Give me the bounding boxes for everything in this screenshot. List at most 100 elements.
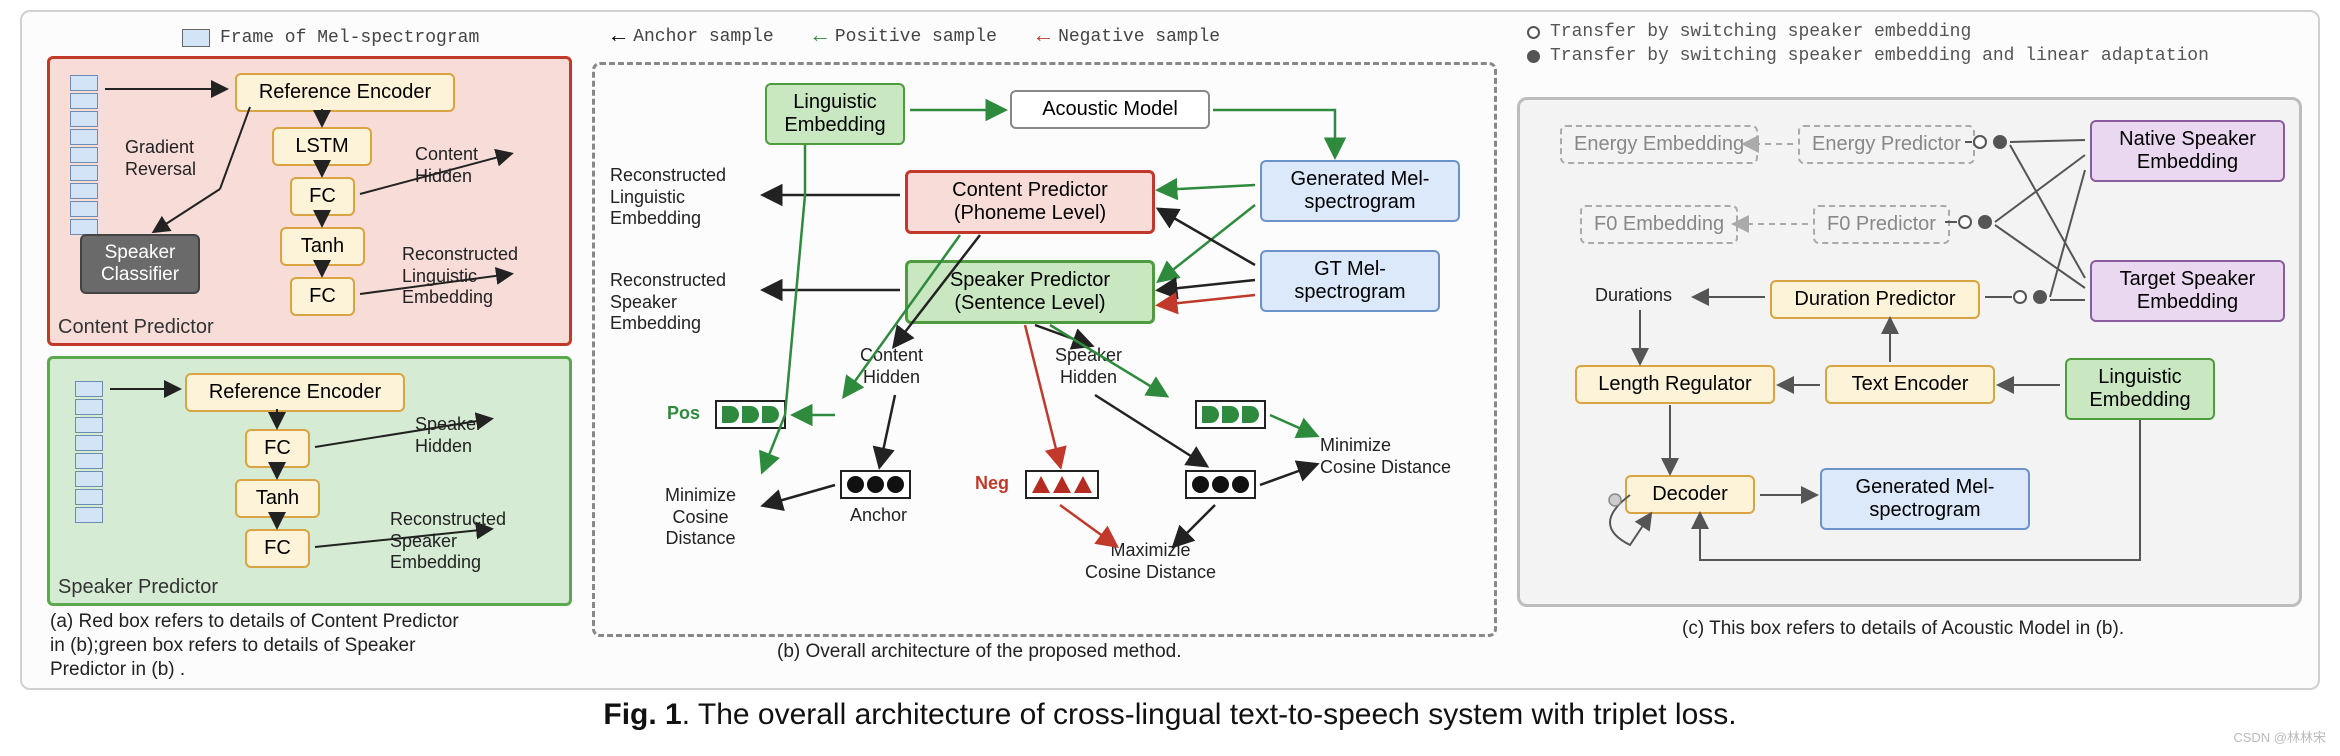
mel-cell xyxy=(75,489,103,505)
duration-predictor: Duration Predictor xyxy=(1770,280,1980,319)
mel-cell xyxy=(75,453,103,469)
arrow-black-icon: ← xyxy=(612,24,625,49)
legend-anchor-text: Anchor sample xyxy=(633,27,773,47)
min-cos-1: Minimize Cosine Distance xyxy=(665,485,736,550)
pos-label: Pos xyxy=(667,403,700,425)
pos-token xyxy=(762,406,779,423)
panel-c: Energy Embedding Energy Predictor F0 Emb… xyxy=(1517,97,2302,607)
pos-tokens-speaker xyxy=(1195,400,1266,429)
legend-negative-text: Negative sample xyxy=(1058,27,1220,47)
recon-speaker-label: Reconstructed Speaker Embedding xyxy=(390,509,506,574)
mel-cell xyxy=(70,201,98,217)
neg-label: Neg xyxy=(975,473,1009,495)
mel-cell xyxy=(75,435,103,451)
legend-transfer-1-text: Transfer by switching speaker embedding xyxy=(1550,22,1971,42)
min-cos-2: Minimize Cosine Distance xyxy=(1320,435,1451,478)
legend-anchor: ← Anchor sample xyxy=(612,24,774,49)
length-regulator: Length Regulator xyxy=(1575,365,1775,404)
linguistic-embedding-b: Linguistic Embedding xyxy=(765,83,905,145)
mel-cell xyxy=(70,129,98,145)
caption-c: (c) This box refers to details of Acoust… xyxy=(1682,617,2124,641)
reference-encoder-g: Reference Encoder xyxy=(185,373,405,412)
neg-tokens xyxy=(1025,470,1099,499)
legend-negative: ← Negative sample xyxy=(1037,24,1220,49)
fc-g-2: FC xyxy=(245,529,310,568)
content-predictor-box: Reference Encoder LSTM FC Tanh FC Speake… xyxy=(47,56,572,346)
mel-stack-green xyxy=(75,381,103,523)
durations-label: Durations xyxy=(1595,285,1672,307)
mel-stack-red xyxy=(70,75,98,235)
legend-positive: ← Positive sample xyxy=(814,24,997,49)
mel-cell xyxy=(70,219,98,235)
gradient-reversal-label: Gradient Reversal xyxy=(125,137,196,180)
fc-node-2: FC xyxy=(290,277,355,316)
content-predictor-b: Content Predictor (Phoneme Level) xyxy=(905,170,1155,234)
arrow-green-icon: ← xyxy=(814,24,827,49)
mel-cell xyxy=(75,417,103,433)
anchor-label: Anchor xyxy=(850,505,907,527)
legend-transfer: Transfer by switching speaker embedding … xyxy=(1527,22,2209,70)
mel-cell xyxy=(75,507,103,523)
hollow-circle-icon xyxy=(1527,26,1540,39)
target-speaker-embedding: Target Speaker Embedding xyxy=(2090,260,2285,322)
mel-cell xyxy=(70,183,98,199)
generated-mel: Generated Mel- spectrogram xyxy=(1260,160,1460,222)
mel-cell xyxy=(70,75,98,91)
filled-circle-icon xyxy=(1527,50,1540,63)
figure-number: Fig. 1 xyxy=(603,698,681,731)
pos-tokens-content xyxy=(715,400,786,429)
energy-predictor: Energy Predictor xyxy=(1798,125,1975,164)
watermark: CSDN @林林宋 xyxy=(2233,727,2326,746)
speaker-classifier: Speaker Classifier xyxy=(80,234,200,294)
panel-b: Linguistic Embedding Acoustic Model Cont… xyxy=(592,62,1497,637)
pos-token xyxy=(742,406,759,423)
speaker-predictor-title: Speaker Predictor xyxy=(58,576,218,599)
content-hidden-label: Content Hidden xyxy=(415,144,478,187)
mel-cell xyxy=(75,381,103,397)
acoustic-model: Acoustic Model xyxy=(1010,90,1210,129)
text-encoder: Text Encoder xyxy=(1825,365,1995,404)
figure-caption: Fig. 1. The overall architecture of cros… xyxy=(0,698,2340,732)
anchor-tokens xyxy=(840,470,911,499)
anchor-token xyxy=(867,476,884,493)
f0-embedding: F0 Embedding xyxy=(1580,205,1738,244)
native-speaker-embedding: Native Speaker Embedding xyxy=(2090,120,2285,182)
anchor-token xyxy=(847,476,864,493)
mel-cell xyxy=(75,399,103,415)
legend-arrows: ← Anchor sample ← Positive sample ← Nega… xyxy=(612,24,1220,49)
caption-a: (a) Red box refers to details of Content… xyxy=(50,610,580,681)
panel-a: Reference Encoder LSTM FC Tanh FC Speake… xyxy=(47,56,577,636)
f0-predictor: F0 Predictor xyxy=(1813,205,1950,244)
lstm-node: LSTM xyxy=(272,127,372,166)
legend-transfer-2-text: Transfer by switching speaker embedding … xyxy=(1550,46,2209,66)
recon-ling-label: Reconstructed Linguistic Embedding xyxy=(402,244,518,309)
legend-mel-frame: Frame of Mel-spectrogram xyxy=(182,28,479,48)
tanh-node: Tanh xyxy=(280,227,365,266)
mel-cell xyxy=(70,147,98,163)
figure-caption-text: . The overall architecture of cross-ling… xyxy=(682,698,1737,731)
legend-positive-text: Positive sample xyxy=(835,27,997,47)
generated-mel-c: Generated Mel- spectrogram xyxy=(1820,468,2030,530)
neg-token xyxy=(1032,476,1050,493)
anchor-token xyxy=(1232,476,1249,493)
reference-encoder: Reference Encoder xyxy=(235,73,455,112)
legend-transfer-1: Transfer by switching speaker embedding xyxy=(1527,22,2209,42)
figure-outer-box: Frame of Mel-spectrogram ← Anchor sample… xyxy=(20,10,2320,690)
gt-mel: GT Mel- spectrogram xyxy=(1260,250,1440,312)
content-predictor-title: Content Predictor xyxy=(58,316,214,339)
pos-token xyxy=(722,406,739,423)
anchor-token xyxy=(1212,476,1229,493)
neg-token xyxy=(1074,476,1092,493)
speaker-hidden-label: Speaker Hidden xyxy=(415,414,482,457)
recon-ling-b: Reconstructed Linguistic Embedding xyxy=(610,165,726,230)
mel-cell xyxy=(70,111,98,127)
anchor-tokens-speaker xyxy=(1185,470,1256,499)
max-cos: Maximizie Cosine Distance xyxy=(1085,540,1216,583)
content-hidden-b: Content Hidden xyxy=(860,345,923,388)
mel-cell xyxy=(75,471,103,487)
neg-token xyxy=(1053,476,1071,493)
arrow-red-icon: ← xyxy=(1037,24,1050,49)
recon-spk-b: Reconstructed Speaker Embedding xyxy=(610,270,726,335)
fc-g-1: FC xyxy=(245,429,310,468)
fc-node-1: FC xyxy=(290,177,355,216)
